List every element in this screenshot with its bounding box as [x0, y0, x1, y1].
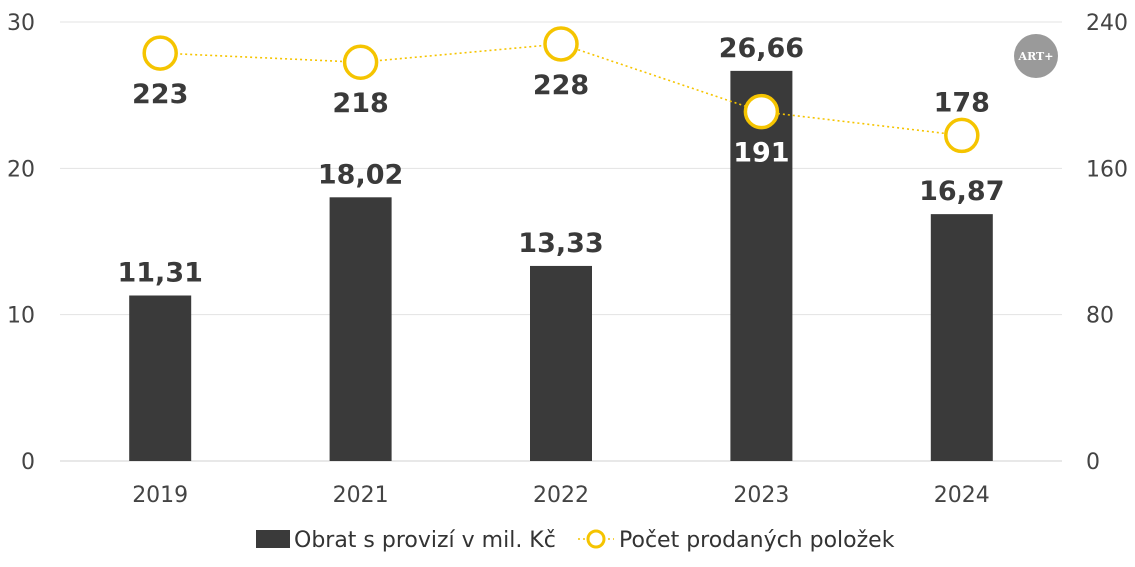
legend-bar-label: Obrat s provizí v mil. Kč	[294, 528, 556, 553]
x-tick-label: 2022	[533, 483, 589, 508]
left-tick-label: 30	[7, 11, 35, 36]
right-y-axis: 0 80 160 240	[1086, 11, 1128, 475]
bar-data-label: 18,02	[318, 159, 403, 190]
logo-badge	[1014, 34, 1058, 78]
right-tick-label: 0	[1086, 450, 1100, 475]
line-data-label: 223	[132, 79, 188, 110]
legend-bar-swatch	[256, 530, 290, 548]
x-axis: 2019 2021 2022 2023 2024	[132, 483, 990, 508]
left-tick-label: 20	[7, 157, 35, 182]
line-marker	[142, 35, 178, 71]
x-tick-label: 2019	[132, 483, 188, 508]
legend: Obrat s provizí v mil. Kč Počet prodaných…	[256, 528, 895, 553]
x-tick-label: 2024	[934, 483, 990, 508]
right-tick-label: 80	[1086, 304, 1114, 329]
line-data-label: 228	[533, 70, 589, 101]
line-marker	[342, 44, 379, 80]
bar	[329, 197, 392, 462]
line-marker	[543, 26, 579, 62]
line-marker	[743, 93, 780, 130]
bar-data-label: 11,31	[117, 257, 202, 288]
line-series: 223 218 228 191 178	[132, 26, 990, 169]
bar	[129, 295, 192, 461]
bar	[730, 70, 793, 461]
line-data-label: 191	[733, 138, 789, 169]
left-tick-label: 0	[21, 450, 35, 475]
x-tick-label: 2023	[733, 483, 789, 508]
right-tick-label: 160	[1086, 157, 1128, 182]
line-data-label: 178	[934, 87, 990, 118]
bar	[930, 214, 993, 461]
logo-text: ART+	[1018, 50, 1054, 63]
bar-series: 11,31 18,02 13,33 26,66 16,87	[117, 33, 1005, 462]
bar-data-label: 26,66	[719, 33, 804, 64]
line-marker	[944, 117, 980, 154]
logo: ART+	[1014, 34, 1058, 78]
left-tick-label: 10	[7, 304, 35, 329]
bar-data-label: 13,33	[518, 228, 603, 259]
x-tick-label: 2021	[333, 483, 389, 508]
bar	[530, 265, 592, 461]
right-tick-label: 240	[1086, 11, 1128, 36]
bar-data-label: 16,87	[919, 176, 1004, 207]
legend-line-marker	[586, 529, 606, 549]
line-data-label: 218	[332, 88, 388, 119]
legend-line-label: Počet prodaných položek	[619, 528, 895, 553]
left-y-axis: 0 10 20 30	[7, 11, 35, 475]
